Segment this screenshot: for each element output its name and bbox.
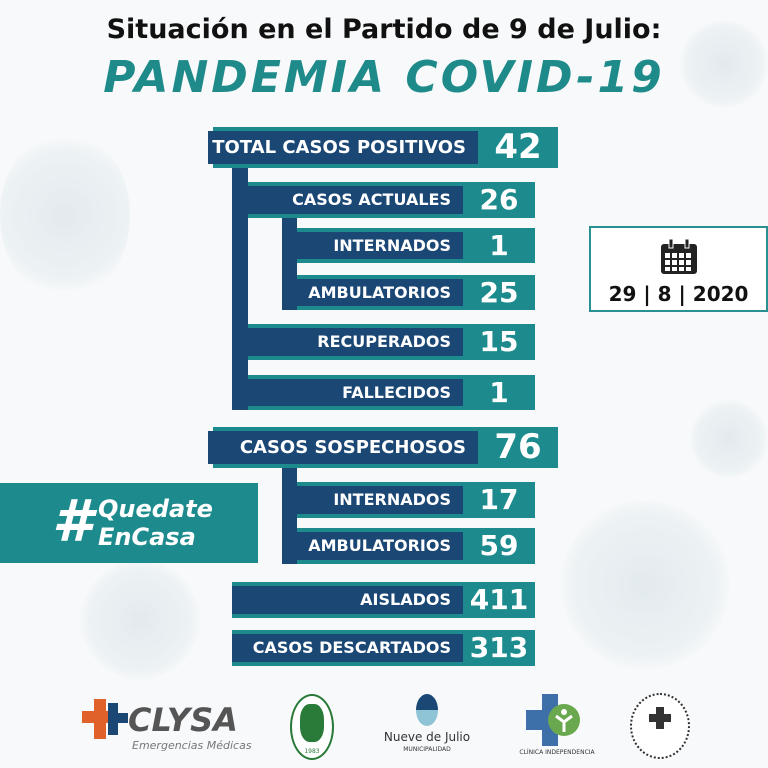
calendar-icon — [661, 238, 697, 274]
stat-label: INTERNADOS — [297, 486, 463, 514]
seal-year: 1983 — [304, 748, 320, 755]
clinica-cross-icon — [526, 694, 580, 746]
stat-label: CASOS DESCARTADOS — [232, 634, 463, 662]
connector-line — [232, 160, 248, 410]
connector-line — [282, 460, 297, 564]
stat-value: 411 — [469, 583, 529, 616]
virus-decoration — [0, 130, 130, 300]
municipio-name: Nueve de Julio — [383, 730, 471, 744]
stat-label: FALLECIDOS — [248, 379, 463, 406]
clysa-logo: CLYSA Emergencias Médicas — [80, 697, 255, 757]
stat-label: AISLADOS — [232, 586, 463, 614]
cross-icon — [82, 699, 128, 739]
stat-value: 17 — [479, 483, 519, 516]
stat-label: AMBULATORIOS — [297, 532, 463, 560]
hashtag-line1: Quedate — [98, 495, 213, 523]
hashtag-symbol: # — [52, 487, 93, 555]
clinica-logo: CLÍNICA INDEPENDENCIA — [512, 694, 602, 758]
stat-value: 1 — [489, 376, 509, 409]
virus-decoration — [80, 560, 200, 680]
date-text: 29 | 8 | 2020 — [608, 282, 749, 306]
stat-label: CASOS SOSPECHOSOS — [208, 431, 478, 464]
stat-label: INTERNADOS — [297, 232, 463, 259]
stat-value: 15 — [479, 325, 519, 358]
municipio-sub: MUNICIPALIDAD — [403, 746, 451, 753]
connector-line — [282, 213, 297, 310]
stat-label: RECUPERADOS — [248, 328, 463, 356]
municipalidad-logo: Nueve de Julio MUNICIPALIDAD — [372, 694, 482, 758]
medical-circle-logo: 1983 — [290, 694, 334, 760]
stat-value: 59 — [479, 529, 519, 562]
stat-label: TOTAL CASOS POSITIVOS — [208, 131, 478, 164]
stat-value: 26 — [479, 183, 519, 216]
virus-decoration — [680, 20, 768, 108]
stat-value: 313 — [469, 631, 529, 664]
header-subtitle: Situación en el Partido de 9 de Julio: — [106, 14, 662, 45]
clysa-name: CLYSA — [128, 701, 238, 739]
stat-label: CASOS ACTUALES — [248, 186, 463, 214]
stat-value: 42 — [494, 127, 542, 167]
virus-decoration — [690, 400, 768, 478]
stat-value: 1 — [489, 229, 509, 262]
hashtag-banner: # Quedate EnCasa — [0, 483, 258, 563]
municipio-emblem-icon — [416, 694, 438, 726]
stat-value: 25 — [479, 276, 519, 309]
association-seal-logo — [630, 693, 690, 759]
date-box: 29 | 8 | 2020 — [589, 226, 768, 312]
clinica-name: CLÍNICA INDEPENDENCIA — [519, 749, 595, 756]
virus-decoration — [560, 500, 730, 670]
clysa-sub: Emergencias Médicas — [132, 739, 252, 752]
page-title: PANDEMIA COVID-19 — [103, 52, 665, 103]
stat-value: 76 — [494, 427, 542, 467]
cross-icon — [649, 707, 671, 729]
hashtag-line2: EnCasa — [98, 523, 196, 551]
stat-label: AMBULATORIOS — [297, 279, 463, 306]
